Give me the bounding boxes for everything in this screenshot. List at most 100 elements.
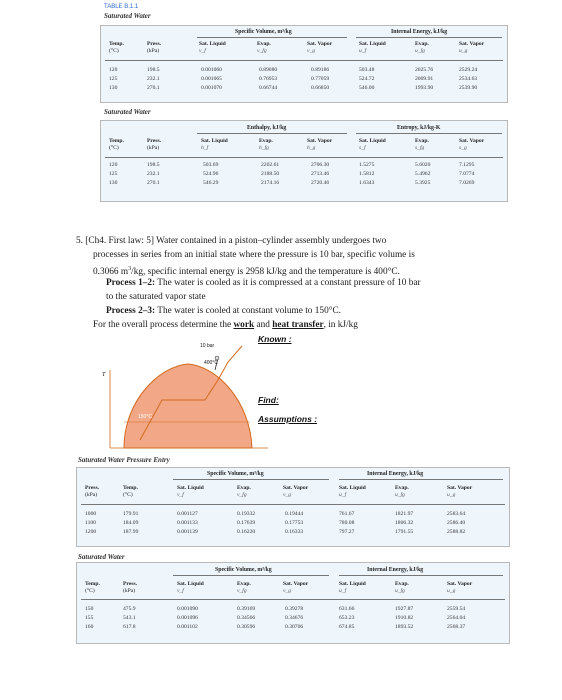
table-saturated-water-150c: Specific Volume, m³/kg Internal Energy, …	[76, 562, 510, 644]
table-cell: 120	[109, 67, 118, 73]
problem-line-1: 5. [Ch4. First law: 5] Water contained i…	[76, 236, 387, 246]
col-header-6: Sat. Liquid s_f	[359, 138, 386, 151]
table-cell: 0.001133	[177, 520, 198, 526]
table-cell: 0.001060	[201, 67, 222, 73]
header-rule	[81, 504, 505, 505]
table-cell: 0.001139	[177, 529, 198, 535]
group-rule	[197, 133, 347, 134]
col-header-7: Evap. s_fg	[415, 138, 429, 151]
table-cell: 2583.64	[447, 511, 466, 517]
col-header-3: Sat. Liquid v_f	[177, 485, 204, 498]
table-cell: 184.09	[123, 520, 139, 526]
table-cell: 1.5812	[359, 171, 375, 177]
table-saturated-water-volume-energy: Specific Volume, m³/kg Internal Energy, …	[100, 25, 508, 103]
table-cell: 1821.97	[395, 511, 414, 517]
table-cell: 0.89186	[311, 67, 330, 73]
table-cell: 0.39278	[285, 606, 304, 612]
table-cell: 0.16220	[237, 529, 256, 535]
table-cell: 179.91	[123, 511, 139, 517]
table-cell: 2174.16	[261, 180, 280, 186]
col-header-1: Temp. (°C)	[85, 581, 100, 594]
process-2-3: Process 2–3: The water is cooled at cons…	[106, 306, 341, 316]
col-header-4: Evap. v_fg	[257, 41, 271, 54]
group-rule	[173, 479, 329, 480]
col-header-5: Sat. Vapor v_g	[307, 41, 333, 54]
table-cell: 797.27	[339, 529, 355, 535]
table-title: Saturated Water	[78, 553, 125, 561]
group-rule	[173, 575, 329, 576]
col-header-8: Sat. Vapor u_g	[459, 41, 485, 54]
col-header-3: Sat. Liquid h_f	[201, 138, 228, 151]
known-label: Known :	[258, 334, 292, 344]
t-v-diagram: 10 bar 400°C 150°C T	[102, 343, 268, 449]
table-cell: 1200	[85, 529, 97, 535]
table-cell: 1893.52	[395, 624, 414, 630]
table-cell: 1806.32	[395, 520, 414, 526]
table-cell: 2586.40	[447, 520, 466, 526]
col-header-7: Evap. u_fg	[395, 485, 409, 498]
group-header-left: Enthalpy, kJ/kg	[247, 125, 287, 131]
table-cell: 1.6343	[359, 180, 375, 186]
group-header-left: Specific Volume, m³/kg	[215, 567, 272, 573]
table-cell: 0.001070	[201, 85, 222, 91]
table-cell: 653.23	[339, 615, 355, 621]
header-rule	[81, 599, 505, 600]
group-header-right: Internal Energy, kJ/kg	[391, 29, 448, 35]
table-cell: 617.8	[123, 624, 136, 630]
p-label: 10 bar	[200, 343, 215, 349]
col-header-6: Sat. Liquid u_f	[359, 41, 386, 54]
table-cell: 0.001065	[201, 76, 222, 82]
col-header-3: Sat. Liquid v_f	[177, 581, 204, 594]
table-cell: 0.30596	[237, 624, 256, 630]
table-cell: 187.99	[123, 529, 139, 535]
table-cell: 0.19444	[285, 511, 304, 517]
table-cell: 2188.50	[261, 171, 280, 177]
table-cell: 7.1295	[459, 162, 475, 168]
problem-question: For the overall process determine the wo…	[93, 320, 358, 330]
table-cell: 1927.87	[395, 606, 414, 612]
table-cell: 0.66744	[259, 85, 278, 91]
table-cell: 1.5275	[359, 162, 375, 168]
table-cell: 503.69	[203, 162, 219, 168]
table-cell: 5.3925	[415, 180, 431, 186]
table-cell: 120	[109, 162, 118, 168]
col-header-1: Press. (kPa)	[85, 485, 100, 498]
process-1-2: Process 1–2: The water is cooled as it i…	[106, 278, 421, 288]
col-header-4: Evap. h_fg	[259, 138, 273, 151]
problem-line-3: 0.3066 m3/kg, specific internal energy i…	[93, 266, 400, 278]
table-cell: 2025.76	[415, 67, 434, 73]
table-cell: 546.00	[359, 85, 375, 91]
table-cell: 631.66	[339, 606, 355, 612]
table-cell: 1100	[85, 520, 96, 526]
col-header-4: Evap. v_fg	[237, 581, 251, 594]
table-cell: 0.66850	[311, 85, 330, 91]
col-header-4: Evap. v_fg	[237, 485, 251, 498]
table-cell: 2559.54	[447, 606, 466, 612]
table-title: Saturated Water Pressure Entry	[78, 456, 170, 464]
col-header-8: Sat. Vapor u_g	[447, 485, 473, 498]
col-header-7: Evap. u_fg	[395, 581, 409, 594]
col-header-1: Temp. (°C)	[109, 41, 124, 54]
col-header-8: Sat. Vapor u_g	[447, 581, 473, 594]
table-cell: 270.1	[147, 85, 160, 91]
table-cell: 546.29	[203, 180, 219, 186]
group-header-left: Specific Volume, m³/kg	[207, 471, 264, 477]
table-saturated-water-pressure-entry: Specific Volume, m³/kg Internal Energy, …	[76, 467, 510, 547]
group-header-right: Entropy, kJ/kg-K	[397, 125, 441, 131]
axis-label-t: T	[102, 372, 106, 378]
table-cell: 0.30706	[285, 624, 304, 630]
table-cell: 0.17753	[285, 520, 304, 526]
table-cell: 7.0269	[459, 180, 475, 186]
table-cell: 2539.90	[459, 85, 478, 91]
table-cell: 524.72	[359, 76, 375, 82]
table-cell: 232.1	[147, 171, 160, 177]
table-cell: 5.6020	[415, 162, 431, 168]
group-rule	[356, 37, 502, 38]
table-cell: 503.48	[359, 67, 375, 73]
table-cell: 1910.82	[395, 615, 414, 621]
col-header-8: Sat. Vapor s_g	[459, 138, 485, 151]
table-cell: 0.001127	[177, 511, 198, 517]
col-header-6: Sat. Liquid u_f	[339, 485, 366, 498]
header-rule	[105, 60, 503, 61]
table-cell: 0.16333	[285, 529, 304, 535]
